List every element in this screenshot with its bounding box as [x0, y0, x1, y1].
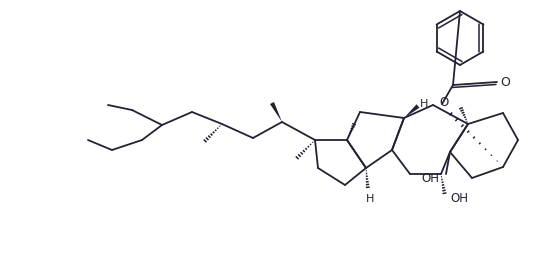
Text: O: O — [500, 75, 510, 88]
Text: O: O — [439, 97, 449, 109]
Text: H: H — [420, 99, 428, 109]
Text: H: H — [366, 194, 374, 204]
Text: OH: OH — [450, 192, 468, 204]
Polygon shape — [404, 104, 419, 118]
Polygon shape — [270, 102, 282, 122]
Text: OH: OH — [421, 171, 439, 184]
